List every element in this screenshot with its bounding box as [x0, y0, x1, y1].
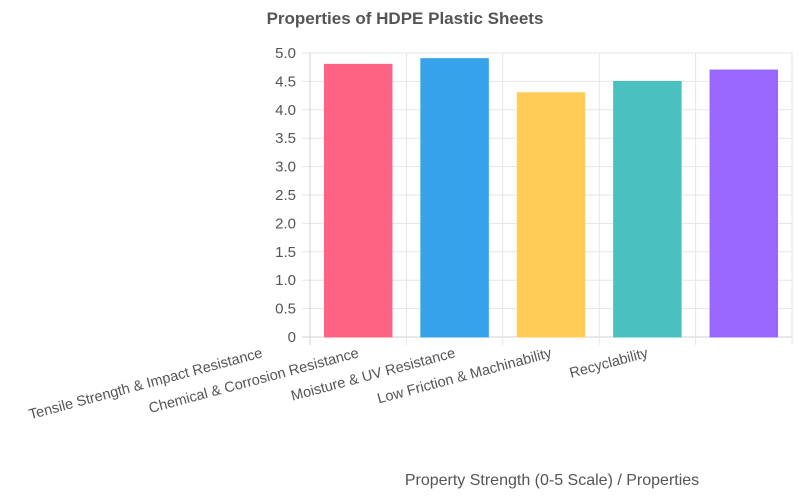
y-tick-label: 1.0	[275, 272, 296, 289]
y-tick-label: 3.0	[275, 159, 296, 176]
y-axis-ticks: 0 0.5 1.0 1.5 2.0 2.5 3.0 3.5 4.0 4.5 5.0	[275, 45, 296, 346]
x-tick-label: Low Friction & Machinability	[376, 345, 554, 407]
y-tick-label: 4.5	[275, 73, 296, 90]
y-tick-label: 2.5	[275, 187, 296, 204]
bar[interactable]	[516, 92, 586, 338]
y-tick-label: 3.5	[275, 130, 296, 147]
bar[interactable]	[709, 69, 779, 338]
y-tick-label: 2.0	[275, 215, 296, 232]
x-axis-title: Property Strength (0-5 Scale) / Properti…	[405, 472, 699, 489]
y-tick-label: 5.0	[275, 45, 296, 62]
y-tick-label: 1.5	[275, 244, 296, 261]
bar[interactable]	[323, 63, 393, 338]
y-tick-label: 0.5	[275, 301, 296, 318]
x-tick-label: Recyclability	[568, 345, 651, 382]
x-axis-category-labels: Tensile Strength & Impact ResistanceChem…	[27, 345, 650, 423]
bars	[323, 58, 779, 338]
chart-title: Properties of HDPE Plastic Sheets	[267, 9, 544, 28]
bar[interactable]	[420, 58, 489, 338]
y-tick-label: 0	[288, 329, 296, 346]
bar[interactable]	[613, 80, 682, 338]
y-tick-label: 4.0	[275, 102, 296, 119]
x-tick-label: Moisture & UV Resistance	[289, 345, 457, 404]
